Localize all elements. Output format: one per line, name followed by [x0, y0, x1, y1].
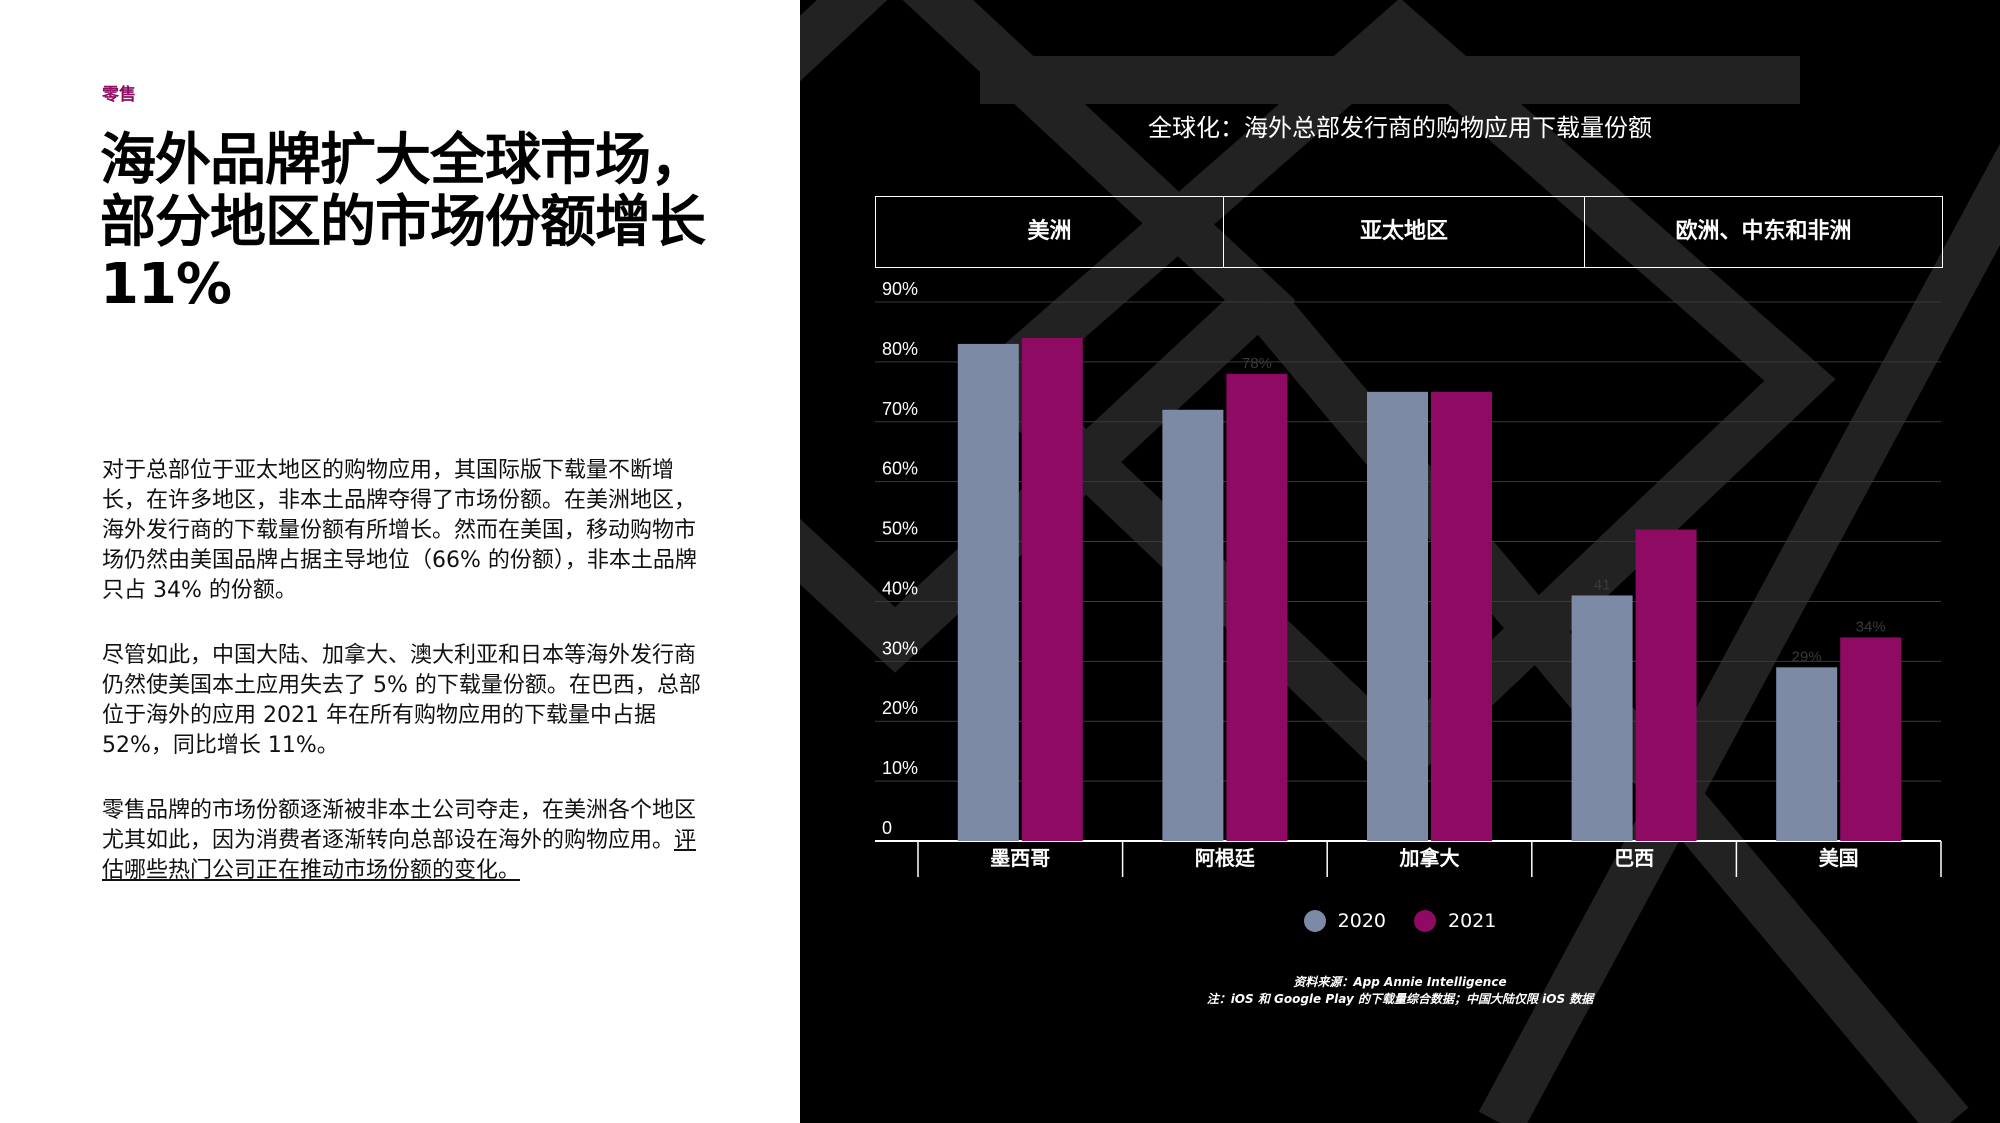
y-tick-label: 40%: [882, 578, 918, 598]
bar-2020: [1367, 391, 1428, 841]
data-label: 41: [1594, 576, 1611, 593]
bar-2021: [1021, 337, 1083, 841]
x-tick-label: 加拿大: [1399, 846, 1460, 870]
data-label: 29%: [1792, 648, 1822, 665]
y-tick-label: 80%: [882, 339, 918, 359]
bar-2020: [1776, 667, 1838, 841]
legend-swatch-2020: [1303, 910, 1326, 932]
body-text: 对于总部位于亚太地区的购物应用，其国际版下载量不断增长，在许多地区，非本土品牌夺…: [102, 456, 712, 921]
region-americas: 美洲: [876, 197, 1224, 267]
x-tick-label: 墨西哥: [990, 846, 1050, 870]
footnote: 注：iOS 和 Google Play 的下载量综合数据；中国大陆仅限 iOS …: [1206, 992, 1594, 1006]
data-label: 34%: [1856, 618, 1886, 635]
legend-item-2021: 2021: [1414, 910, 1496, 932]
bar-2020: [1162, 409, 1224, 841]
x-tick-label: 美国: [1819, 846, 1859, 870]
y-tick-label: 60%: [882, 459, 918, 479]
source-note: 资料来源：App Annie Intelligence: [1293, 975, 1507, 989]
paragraph-3: 零售品牌的市场份额逐渐被非本土公司夺走，在美洲各个地区尤其如此，因为消费者逐渐转…: [102, 796, 712, 886]
page-title: 海外品牌扩大全球市场，部分地区的市场份额增长 11%: [100, 128, 706, 317]
x-tick-label: 阿根廷: [1195, 846, 1256, 870]
bar-2021: [1635, 529, 1697, 841]
text-panel: 零售 海外品牌扩大全球市场，部分地区的市场份额增长 11% 对于总部位于亚太地区…: [0, 0, 800, 1123]
legend-swatch-2021: [1414, 910, 1436, 932]
chart-title: 全球化：海外总部发行商的购物应用下载量份额: [1148, 114, 1652, 142]
y-tick-label: 20%: [882, 698, 918, 718]
legend-label-2021: 2021: [1448, 910, 1497, 932]
data-label: 78%: [1242, 355, 1272, 372]
section-label: 零售: [102, 85, 136, 105]
chart-legend: 2020 2021: [800, 910, 2000, 932]
y-tick-label: 10%: [882, 758, 918, 778]
analysis-link[interactable]: 评估哪些热门公司正在推动市场份额的变化。: [102, 828, 697, 883]
bar-2020: [1571, 595, 1633, 841]
bar-2021: [1840, 637, 1902, 841]
paragraph-3-text: 零售品牌的市场份额逐渐被非本土公司夺走，在美洲各个地区尤其如此，因为消费者逐渐转…: [102, 798, 697, 853]
paragraph-1: 对于总部位于亚太地区的购物应用，其国际版下载量不断增长，在许多地区，非本土品牌夺…: [102, 458, 697, 603]
chart-notes: 资料来源：App Annie Intelligence 注：iOS 和 Goog…: [800, 974, 2000, 1008]
bar-2021: [1431, 391, 1492, 841]
bar-2021: [1226, 373, 1288, 841]
y-tick-label: 50%: [882, 519, 918, 539]
region-emea: 欧洲、中东和非洲: [1675, 219, 1852, 244]
bar-2020: [957, 343, 1019, 841]
x-tick-label: 巴西: [1614, 846, 1654, 870]
y-tick-label: 70%: [882, 399, 918, 419]
y-tick-label: 90%: [882, 279, 918, 299]
chart-panel: 0 10% 20% 30% 40% 50% 60% 70% 80% 90% 墨西哥 78% 阿根廷 加拿大…: [800, 0, 2000, 1123]
legend-item-2020: 2020: [1303, 910, 1386, 932]
region-header: 美洲 亚太地区 欧洲、中东和非洲: [875, 196, 1943, 268]
y-tick-label: 0: [882, 818, 892, 838]
y-tick-label: 30%: [882, 638, 918, 658]
legend-label-2020: 2020: [1337, 910, 1386, 932]
region-apac: 亚太地区: [1224, 197, 1585, 267]
paragraph-2: 尽管如此，中国大陆、加拿大、澳大利亚和日本等海外发行商仍然使美国本土应用失去了 …: [102, 643, 701, 758]
chart-canvas: 0 10% 20% 30% 40% 50% 60% 70% 80% 90% 墨西哥 78% 阿根廷 加拿大…: [800, 0, 2000, 1123]
